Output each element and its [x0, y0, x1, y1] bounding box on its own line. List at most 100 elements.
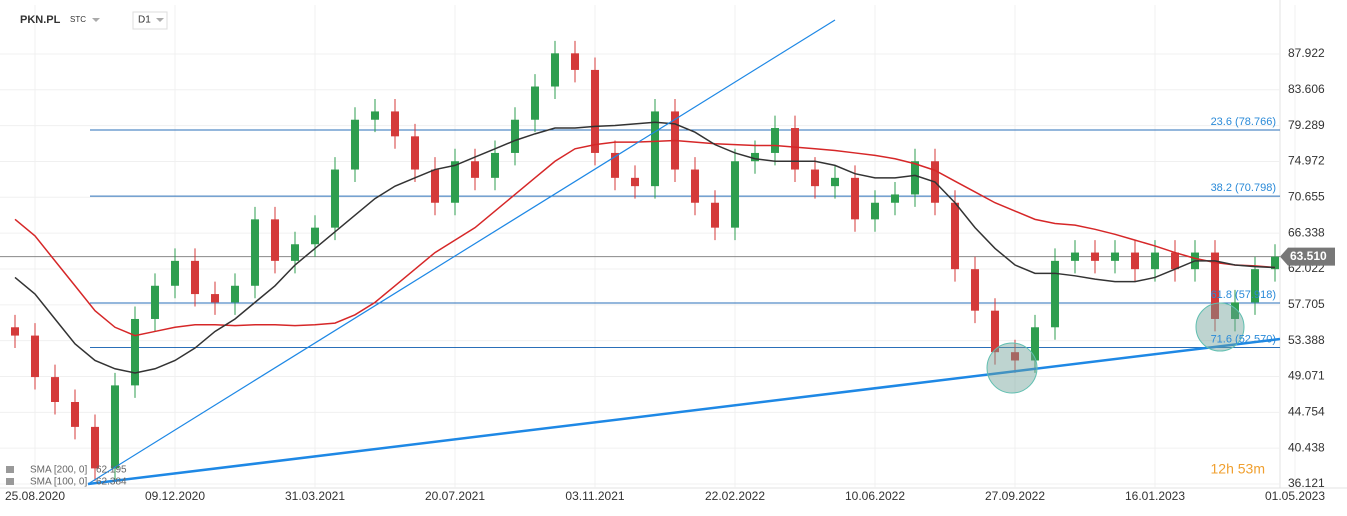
x-tick-label: 22.02.2022 — [705, 489, 765, 503]
candle-body — [1271, 256, 1279, 270]
candle-body — [51, 377, 59, 402]
legend-name: SMA [200, 0] — [30, 465, 87, 476]
candle-body — [1251, 269, 1259, 303]
candle-body — [151, 285, 159, 319]
candle-body — [511, 119, 519, 153]
candle-body — [651, 111, 659, 187]
candle-body — [991, 310, 999, 353]
y-tick-label: 36.121 — [1288, 476, 1325, 490]
candle-body — [1111, 252, 1119, 261]
dropdown-icon[interactable] — [156, 18, 164, 22]
candle-body — [691, 169, 699, 203]
highlight-circle — [986, 342, 1038, 394]
candle-body — [11, 327, 19, 336]
sma-line — [14, 121, 1276, 374]
candle-body — [211, 294, 219, 303]
y-tick-label: 70.655 — [1288, 189, 1325, 203]
dropdown-icon[interactable] — [92, 18, 100, 22]
candle-body — [71, 401, 79, 427]
candle-body — [711, 202, 719, 228]
legend-value: 62.384 — [96, 477, 127, 488]
fib-label: 38.2 (70.798) — [1211, 182, 1276, 194]
candle-body — [791, 128, 799, 170]
interval[interactable]: D1 — [138, 15, 151, 26]
candle-body — [831, 177, 839, 187]
candle-body — [451, 161, 459, 203]
overlay: 36.12140.43844.75449.07153.38857.70562.0… — [5, 46, 1335, 503]
candle-body — [1091, 252, 1099, 261]
fib-label: 23.6 (78.766) — [1211, 116, 1276, 128]
candle-body — [571, 53, 579, 70]
y-tick-label: 44.754 — [1288, 405, 1325, 419]
trend-line — [87, 19, 836, 485]
candle-body — [131, 318, 139, 386]
candle-body — [891, 194, 899, 203]
candle-body — [811, 169, 819, 187]
x-tick-label: 01.05.2023 — [1265, 489, 1325, 503]
candle-body — [551, 53, 559, 87]
x-tick-label: 03.11.2021 — [565, 489, 624, 503]
y-tick-label: 57.705 — [1288, 297, 1325, 311]
candle-body — [111, 385, 119, 469]
candle-body — [531, 86, 539, 120]
price-tag — [1280, 247, 1335, 266]
plot — [0, 40, 1280, 481]
x-tick-label: 25.08.2020 — [5, 489, 65, 503]
legend-swatch — [6, 478, 14, 485]
y-tick-label: 66.338 — [1288, 225, 1325, 239]
candle-body — [1051, 260, 1059, 328]
y-tick-label: 79.289 — [1288, 118, 1325, 132]
candle-body — [871, 202, 879, 220]
x-tick-label: 10.06.2022 — [845, 489, 905, 503]
y-tick-label: 87.922 — [1288, 46, 1325, 60]
candle-body — [431, 169, 439, 203]
candle-body — [311, 227, 319, 245]
candle-body — [391, 111, 399, 137]
candle-body — [231, 285, 239, 303]
candle-body — [1071, 252, 1079, 261]
candle-body — [911, 161, 919, 195]
candle-body — [771, 128, 779, 153]
interval-box[interactable] — [132, 11, 168, 30]
price-tag-label: 63.510 — [1290, 249, 1327, 263]
candle-body — [751, 152, 759, 162]
candle-body — [1231, 302, 1239, 319]
candle-body — [331, 169, 339, 228]
candle-body — [371, 111, 379, 120]
candle-body — [1211, 252, 1219, 319]
candle-body — [971, 269, 979, 311]
candle-body — [1131, 252, 1139, 270]
candle-body — [291, 244, 299, 261]
candle-body — [1151, 252, 1159, 270]
y-tick-label: 83.606 — [1288, 82, 1325, 96]
legend-swatch — [6, 466, 14, 473]
candle-body — [591, 69, 599, 153]
trend-line — [87, 337, 1281, 486]
highlight-circle — [1195, 302, 1245, 352]
x-tick-label: 09.12.2020 — [145, 489, 205, 503]
x-tick-label: 31.03.2021 — [285, 489, 345, 503]
candle-body — [611, 152, 619, 178]
candle-body — [471, 161, 479, 178]
x-tick-label: 16.01.2023 — [1125, 489, 1185, 503]
fib-label: 71.6 (52.570) — [1211, 333, 1276, 345]
legend-name: SMA [100, 0] — [30, 477, 87, 488]
candle-body — [951, 202, 959, 270]
candle-body — [1171, 252, 1179, 270]
x-tick-label: 27.09.2022 — [985, 489, 1045, 503]
legend-value: 62.195 — [96, 465, 127, 476]
candle-body — [251, 219, 259, 286]
candle-body — [1011, 352, 1019, 361]
y-tick-label: 74.972 — [1288, 154, 1325, 168]
x-tick-label: 20.07.2021 — [425, 489, 485, 503]
candle-body — [411, 136, 419, 170]
market[interactable]: STC — [70, 15, 86, 24]
timer: 12h 53m — [1211, 461, 1265, 477]
candle-body — [31, 335, 39, 378]
candle-body — [731, 161, 739, 228]
candle-body — [351, 119, 359, 170]
symbol: PKN.PL — [20, 14, 61, 26]
